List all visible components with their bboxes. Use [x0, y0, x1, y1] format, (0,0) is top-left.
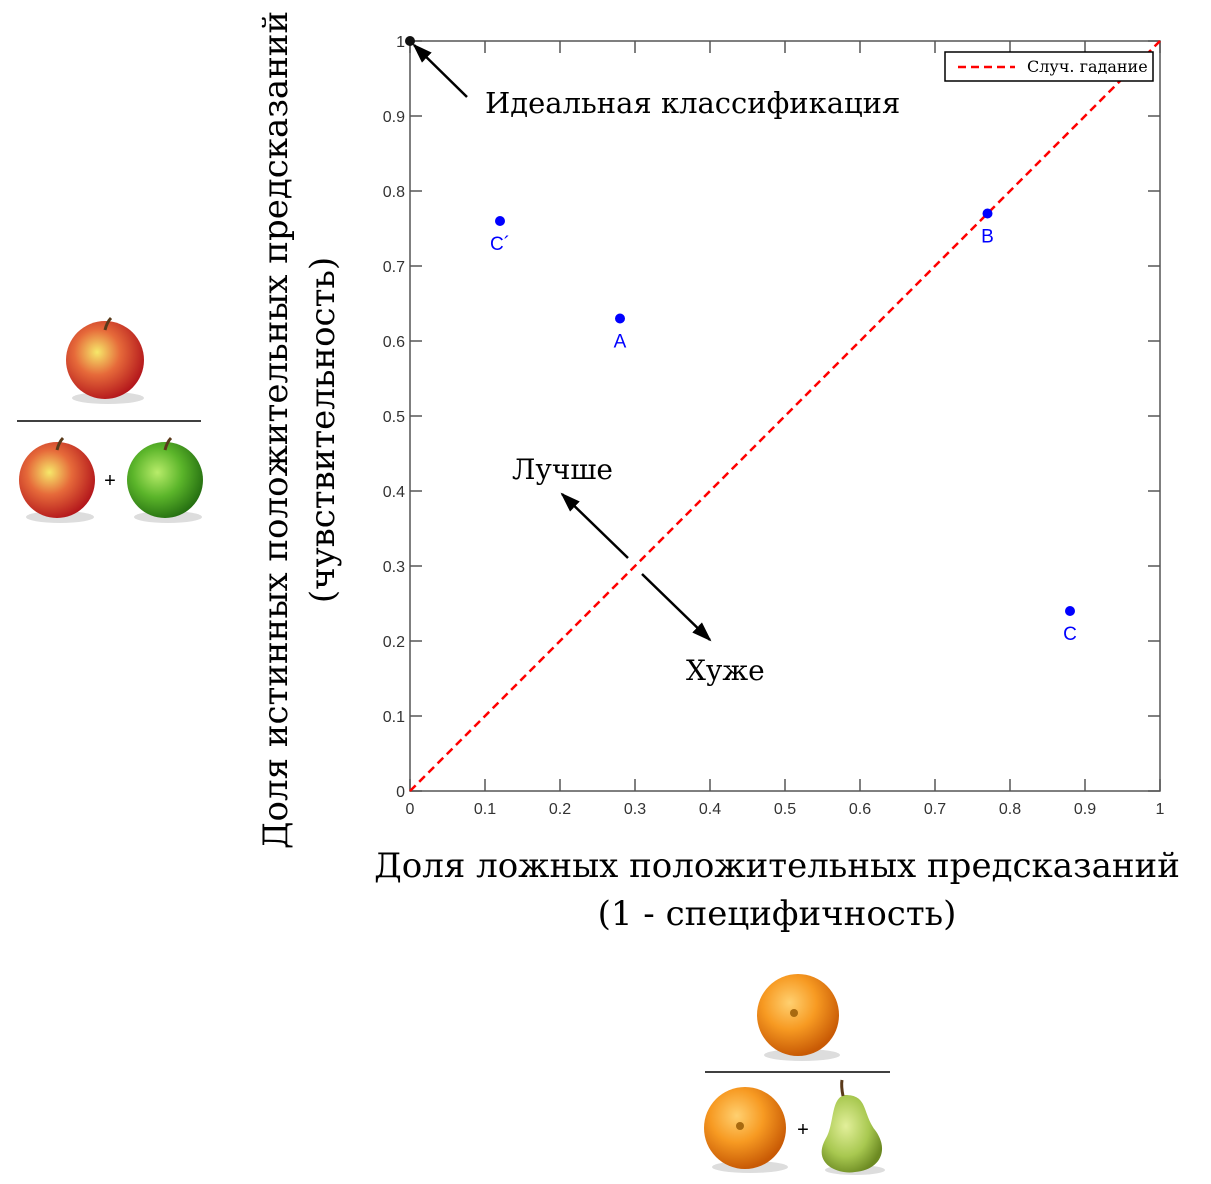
point-B: [982, 208, 993, 219]
x-tick-label: 0.7: [924, 801, 946, 818]
perfect-point: [405, 36, 415, 46]
annotation-worse: Хуже: [686, 654, 765, 687]
green-apple-icon: [127, 436, 203, 523]
plus-sign: +: [104, 470, 116, 492]
annotation-perfect: Идеальная классификация: [485, 86, 900, 120]
x-tick-label: 0.2: [549, 801, 571, 818]
x-tick-label: 0.8: [999, 801, 1021, 818]
plus-sign: +: [797, 1119, 809, 1141]
x-tick-label: 0.9: [1074, 801, 1096, 818]
y-tick-label: 0.3: [383, 559, 405, 576]
better-arrow: [560, 492, 629, 559]
orange-fraction-figure: +: [704, 974, 890, 1175]
legend: Случ. гадание: [944, 51, 1154, 82]
x-tick-label: 0: [406, 801, 415, 818]
random-guess-line: [409, 40, 1161, 792]
point-C: [1065, 606, 1075, 616]
red-apple-icon: [66, 316, 144, 404]
x-tick-label: 0.1: [474, 801, 496, 818]
pear-icon: [821, 1079, 885, 1175]
y-tick-label: 1: [396, 34, 405, 51]
y-tick-label: 0.2: [383, 634, 405, 651]
y-tick-label: 0.6: [383, 334, 405, 351]
point-label: C´: [490, 234, 510, 255]
y-tick-label: 0.8: [383, 184, 405, 201]
y-axis-label-line1: Доля истинных положительных предсказаний: [256, 11, 296, 849]
x-tick-label: 0.5: [774, 801, 796, 818]
point-label: A: [614, 332, 627, 353]
point-label: C: [1063, 624, 1077, 645]
red-apple-icon: [19, 436, 95, 523]
y-tick-label: 0.9: [383, 109, 405, 126]
y-axis-label-line2: (чувствительность): [303, 257, 343, 603]
point-A: [615, 313, 625, 324]
y-tick-label: 0.5: [383, 409, 405, 426]
point-C´: [495, 216, 505, 226]
perfect-arrow: [412, 43, 468, 98]
orange-icon: [757, 974, 840, 1061]
worse-arrow: [641, 573, 712, 642]
x-axis-label-line2: (1 - специфичность): [598, 894, 957, 934]
y-tick-label: 0.4: [383, 484, 405, 501]
x-axis-label-line1: Доля ложных положительных предсказаний: [374, 846, 1180, 886]
x-tick-label: 0.3: [624, 801, 646, 818]
point-label: B: [981, 227, 994, 248]
legend-label: Случ. гадание: [1027, 57, 1148, 76]
x-tick-label: 1: [1156, 801, 1165, 818]
x-tick-label: 0.6: [849, 801, 871, 818]
apple-fraction-figure: +: [17, 316, 203, 523]
x-tick-label: 0.4: [699, 801, 721, 818]
y-tick-label: 0.1: [383, 709, 405, 726]
y-tick-label: 0.7: [383, 259, 405, 276]
y-tick-label: 0: [396, 784, 405, 801]
orange-icon: [704, 1087, 788, 1173]
annotation-better: Лучше: [512, 453, 613, 486]
